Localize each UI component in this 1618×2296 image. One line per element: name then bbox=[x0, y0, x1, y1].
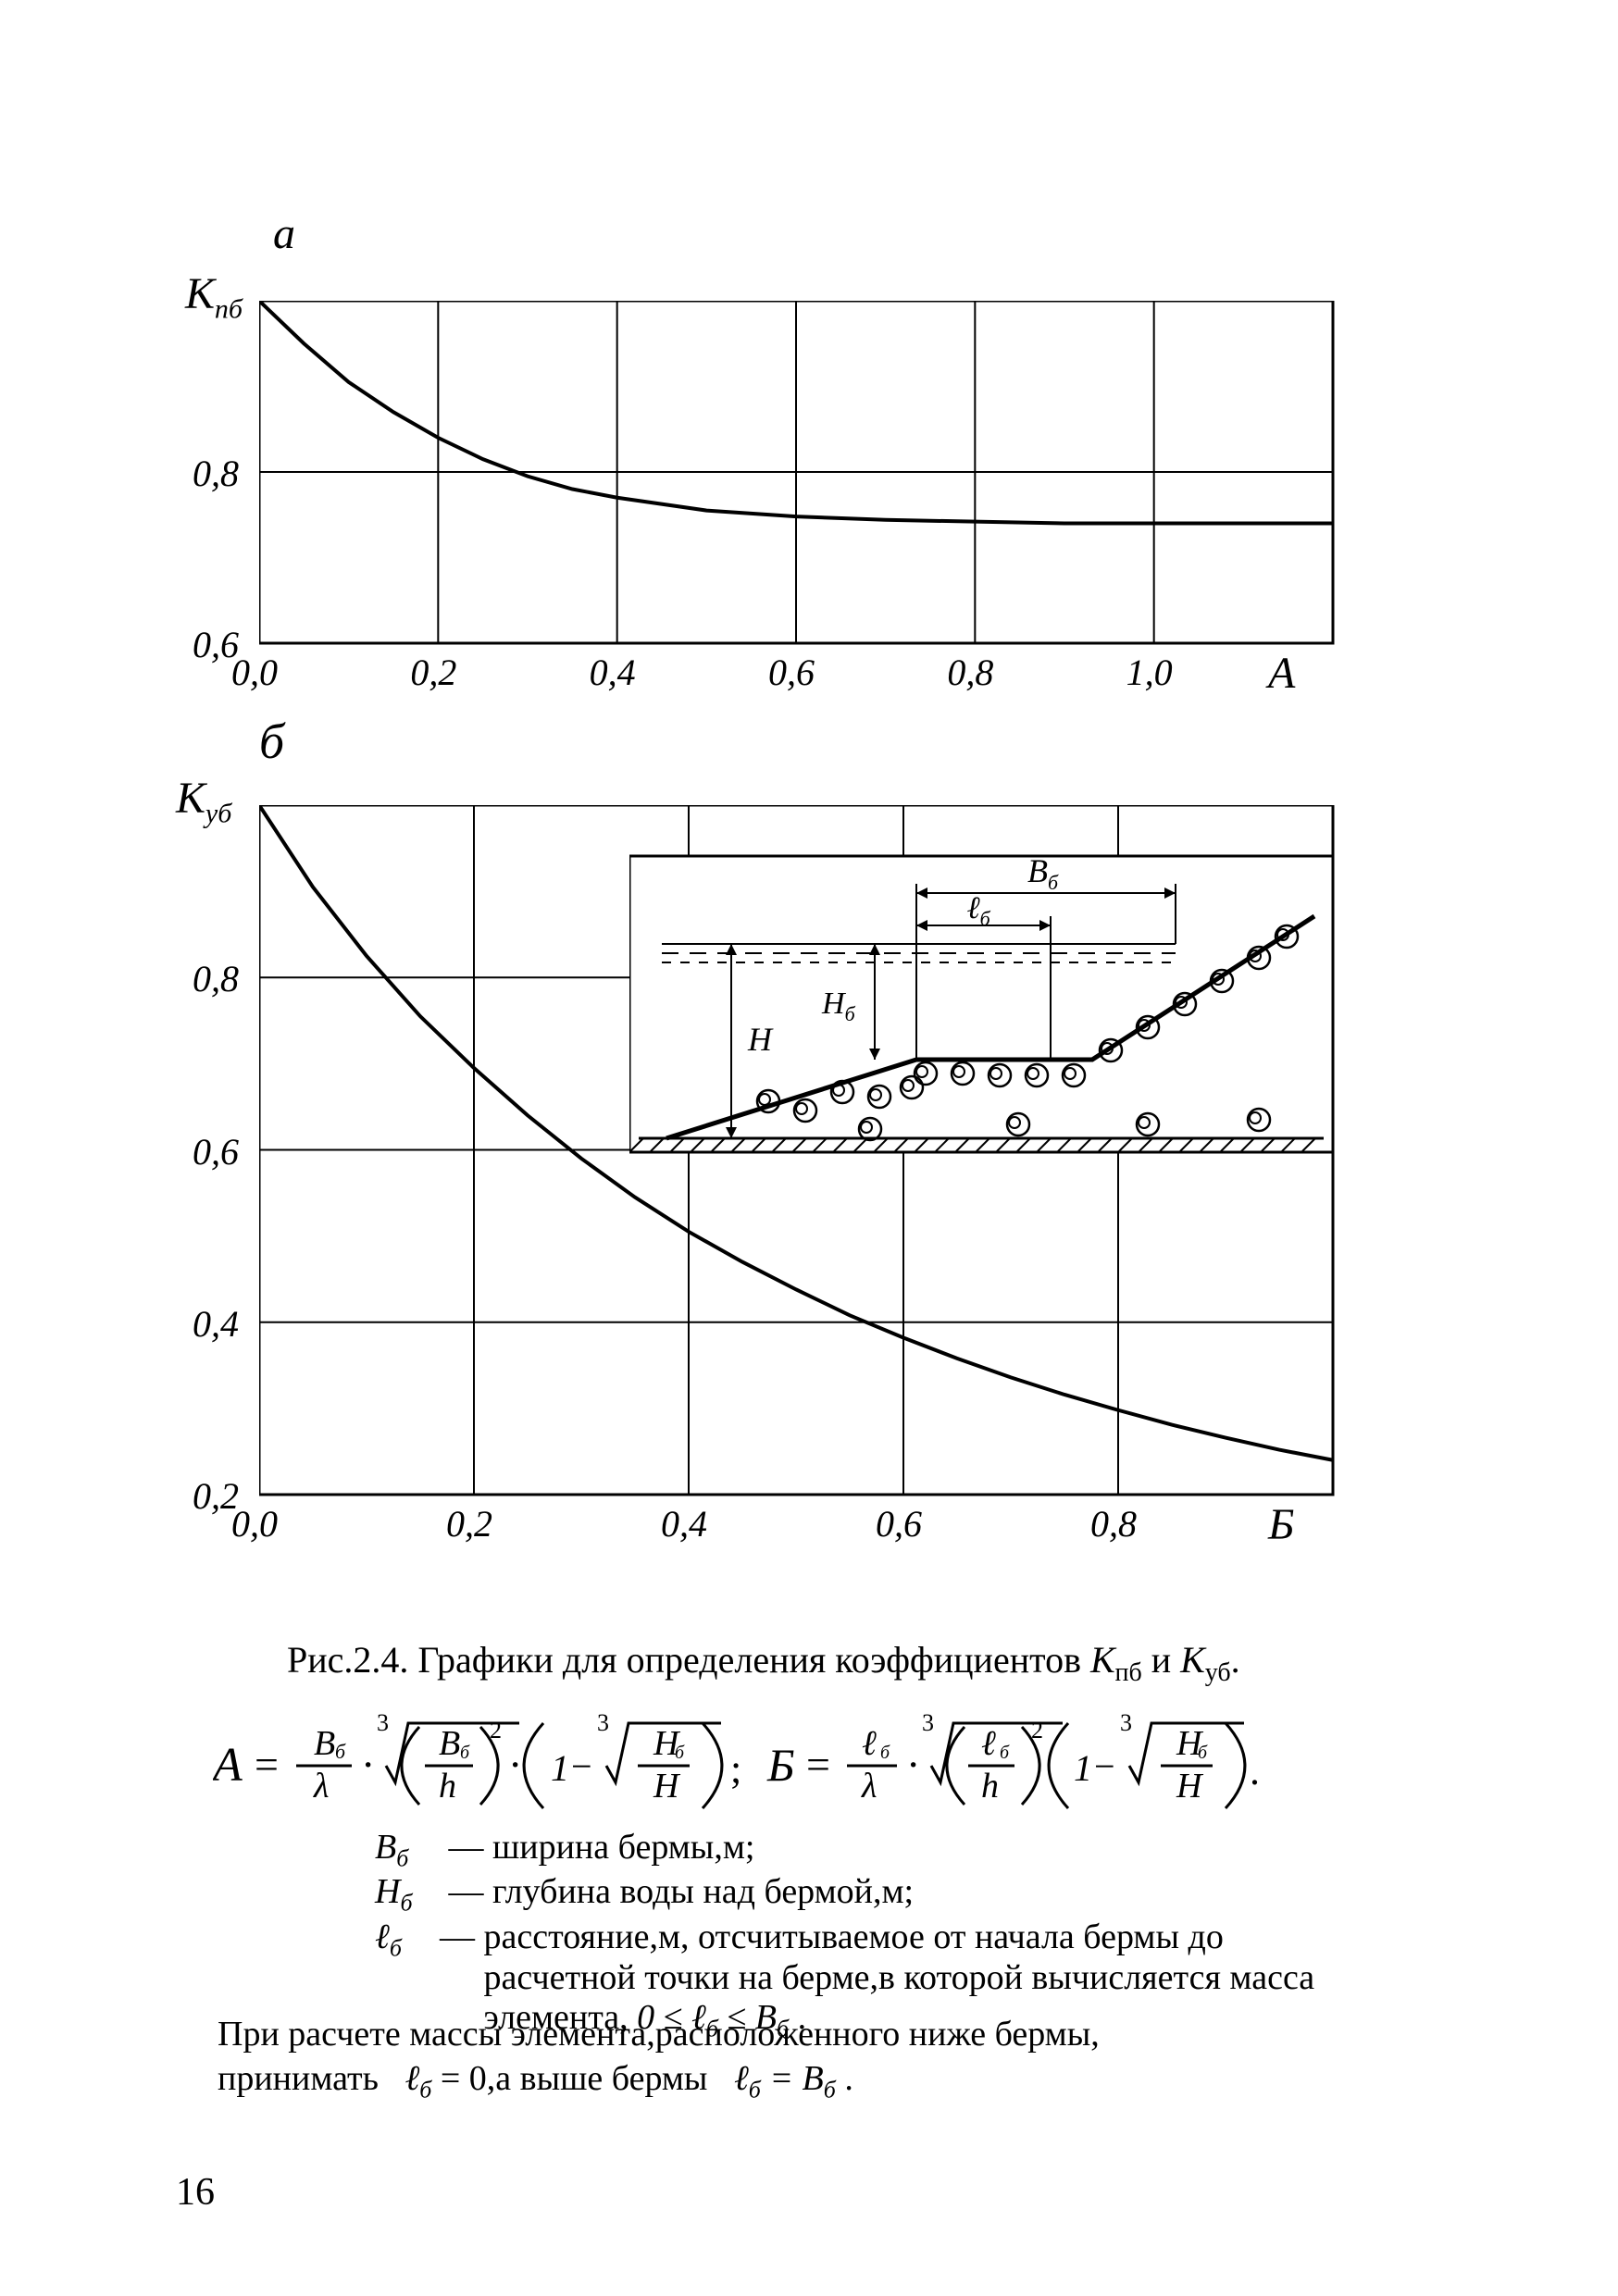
legend-Bb-desc: ширина бермы,м; bbox=[492, 1828, 754, 1867]
svg-text:Б: Б bbox=[766, 1739, 795, 1791]
svg-text:=: = bbox=[806, 1741, 830, 1788]
page: а Кпб А б Куб Б ННбВбℓб Рис.2.4. Графики… bbox=[0, 0, 1618, 2296]
svg-text:−: − bbox=[571, 1745, 592, 1787]
svg-text:ℓ: ℓ bbox=[862, 1724, 877, 1763]
chart-b-ytick: 0,6 bbox=[193, 1130, 239, 1173]
figure-caption: Рис.2.4. Графики для определения коэффиц… bbox=[287, 1638, 1351, 1689]
chart-b-xtick: 0,8 bbox=[1090, 1502, 1137, 1545]
chart-a-xtick: 0,8 bbox=[947, 651, 993, 694]
footer-line1: При расчете массы элемента,расположенног… bbox=[218, 2015, 1100, 2054]
svg-text:В: В bbox=[439, 1724, 460, 1763]
chart-a-xtick: 0,6 bbox=[768, 651, 815, 694]
svg-text:1: 1 bbox=[551, 1747, 569, 1789]
svg-text:б: б bbox=[460, 1743, 470, 1763]
svg-text:3: 3 bbox=[377, 1709, 389, 1736]
svg-text:Н: Н bbox=[747, 1021, 774, 1058]
svg-text:б: б bbox=[675, 1743, 685, 1763]
legend-row-Bb: Вб — ширина бермы,м; bbox=[375, 1828, 1356, 1872]
chart-a bbox=[259, 301, 1342, 652]
inset-diagram: ННбВбℓб bbox=[629, 833, 1333, 1166]
svg-text:·: · bbox=[361, 1741, 375, 1788]
svg-text:Н: Н bbox=[1176, 1767, 1204, 1806]
svg-text:А: А bbox=[213, 1739, 243, 1792]
svg-text:ℓ: ℓ bbox=[981, 1724, 996, 1763]
legend: Вб — ширина бермы,м; Нб — глубина воды н… bbox=[375, 1828, 1356, 2043]
svg-text:В: В bbox=[314, 1724, 335, 1763]
svg-text:h: h bbox=[981, 1767, 999, 1806]
svg-text:б: б bbox=[1198, 1743, 1208, 1763]
chart-a-x-axis-label: А bbox=[1268, 648, 1295, 699]
chart-b-ytick: 0,8 bbox=[193, 957, 239, 1000]
formula: А=Вλб·3Вhб2·1−3ННб;Б=ℓλб·3ℓhб21−3ННб. bbox=[213, 1694, 1379, 1823]
chart-b-xtick: 0,6 bbox=[876, 1502, 922, 1545]
svg-text:·: · bbox=[906, 1741, 920, 1788]
chart-a-y-axis-label: Кпб bbox=[185, 268, 243, 326]
svg-text:·: · bbox=[508, 1741, 522, 1788]
svg-text:λ: λ bbox=[313, 1767, 329, 1806]
svg-text:Н: Н bbox=[653, 1767, 681, 1806]
svg-text:2: 2 bbox=[490, 1717, 502, 1744]
chart-a-xtick: 0,4 bbox=[590, 651, 636, 694]
svg-text:.: . bbox=[1250, 1748, 1260, 1793]
svg-text:б: б bbox=[1000, 1743, 1010, 1763]
page-number: 16 bbox=[176, 2170, 215, 2215]
caption-prefix: Рис.2.4. bbox=[287, 1639, 408, 1681]
svg-text:б: б bbox=[335, 1740, 346, 1763]
chart-a-ytick: 0,6 bbox=[193, 623, 239, 666]
svg-text:=: = bbox=[255, 1741, 279, 1788]
svg-text:б: б bbox=[880, 1743, 890, 1763]
svg-text:h: h bbox=[439, 1767, 456, 1806]
footer-text: При расчете массы элемента,расположенног… bbox=[218, 2013, 1356, 2105]
chart-b-ytick: 0,4 bbox=[193, 1302, 239, 1346]
svg-text:3: 3 bbox=[597, 1709, 609, 1736]
chart-a-xtick: 0,2 bbox=[410, 651, 456, 694]
svg-text:3: 3 bbox=[1120, 1709, 1132, 1736]
svg-text:1: 1 bbox=[1074, 1747, 1092, 1789]
legend-row-Hb: Нб — глубина воды над бермой,м; bbox=[375, 1872, 1356, 1917]
chart-b-xtick: 0,2 bbox=[446, 1502, 492, 1545]
chart-b-x-axis-label: Б bbox=[1268, 1499, 1294, 1550]
chart-b-ytick: 0,2 bbox=[193, 1474, 239, 1518]
legend-Hb-desc: глубина воды над бермой,м; bbox=[492, 1872, 914, 1911]
svg-text:;: ; bbox=[730, 1746, 741, 1792]
svg-text:−: − bbox=[1094, 1745, 1115, 1787]
chart-b-xtick: 0,4 bbox=[661, 1502, 707, 1545]
panel-a-label: а bbox=[273, 208, 295, 259]
panel-b-label: б bbox=[259, 713, 284, 770]
chart-b-y-axis-label: Куб bbox=[176, 773, 231, 830]
svg-text:2: 2 bbox=[1031, 1717, 1043, 1744]
footer-line2a: принимать bbox=[218, 2059, 379, 2098]
svg-text:3: 3 bbox=[922, 1709, 934, 1736]
svg-text:λ: λ bbox=[861, 1767, 877, 1806]
chart-a-xtick: 1,0 bbox=[1126, 651, 1173, 694]
chart-a-ytick: 0,8 bbox=[193, 452, 239, 495]
